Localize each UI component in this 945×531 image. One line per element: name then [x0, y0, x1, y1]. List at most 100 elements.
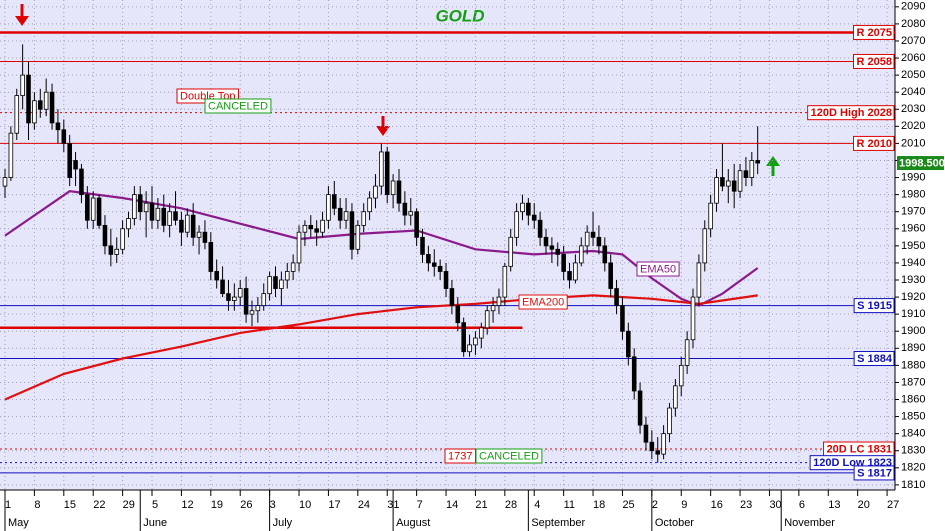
- x-tick-label: 19: [211, 499, 223, 511]
- candle-body: [90, 197, 96, 221]
- candle-body: [155, 207, 161, 221]
- x-tick-label: 18: [593, 499, 605, 511]
- x-tick-label: 10: [299, 499, 311, 511]
- candle-body: [596, 236, 602, 247]
- candle-body: [643, 424, 649, 443]
- candle-body: [343, 211, 349, 221]
- candle-body: [37, 100, 43, 110]
- candle-body: [284, 271, 290, 281]
- candle-body: [731, 180, 737, 192]
- x-tick-label: 16: [711, 499, 723, 511]
- candle-body: [355, 224, 361, 250]
- candle-body: [296, 231, 302, 264]
- candle-body: [202, 231, 208, 243]
- level-tag-label: 20D LC 1831: [827, 443, 892, 455]
- candle-body: [226, 293, 231, 301]
- level-tag: S 1884: [853, 351, 895, 367]
- candle-body: [220, 279, 225, 295]
- candle-body: [61, 129, 67, 144]
- candle-body: [602, 245, 608, 264]
- candle-body: [67, 143, 72, 178]
- month-label: September: [531, 517, 585, 529]
- candle-body: [561, 253, 566, 272]
- candle-body: [726, 180, 731, 187]
- candle-body: [555, 248, 561, 255]
- candle-body: [608, 262, 613, 289]
- candle-body: [714, 177, 719, 204]
- ema-tag-box: [636, 261, 680, 277]
- x-tick-label: 21: [475, 499, 487, 511]
- candle-body: [520, 202, 525, 213]
- candle-body: [437, 265, 443, 272]
- y-tick-label: 1930: [901, 274, 925, 286]
- candle-body: [267, 276, 272, 295]
- x-tick-label: 7: [417, 499, 423, 511]
- x-tick-label: 26: [240, 499, 252, 511]
- candle-body: [720, 177, 725, 187]
- candle-body: [137, 194, 143, 213]
- candle-body: [2, 177, 8, 187]
- candle-body: [614, 288, 619, 307]
- candle-body: [420, 236, 425, 255]
- arrow-down: [15, 4, 29, 26]
- x-tick-label: 23: [740, 499, 752, 511]
- candle-body: [26, 74, 31, 124]
- ema-tag-label: EMA200: [522, 296, 564, 308]
- candle-body: [279, 279, 284, 289]
- candle-body: [290, 262, 296, 272]
- x-tick-label: 22: [93, 499, 105, 511]
- candle-body: [179, 219, 184, 233]
- level-tag-box: [853, 53, 895, 69]
- level-tag-label: R 2010: [857, 138, 892, 150]
- level-tag-label: R 2075: [857, 27, 892, 39]
- candle-body: [261, 293, 267, 307]
- y-tick-label: 2010: [901, 137, 925, 149]
- x-tick-label: 28: [505, 499, 517, 511]
- y-tick-label: 1960: [901, 223, 925, 235]
- level-tag: S 1817: [853, 465, 895, 481]
- y-tick-label: 1840: [901, 428, 925, 440]
- level-tag-box: [807, 105, 895, 121]
- x-tick-label: 30: [769, 499, 781, 511]
- level-tag-label: S 1884: [857, 353, 893, 365]
- candle-body: [490, 305, 496, 312]
- y-tick-label: 1970: [901, 206, 925, 218]
- candle-body: [49, 91, 55, 124]
- x-tick-label: 25: [622, 499, 634, 511]
- x-tick-label: 3: [270, 499, 276, 511]
- x-tick-label: 4: [534, 499, 540, 511]
- month-label: June: [143, 517, 167, 529]
- candle-body: [308, 224, 314, 230]
- candle-body: [32, 100, 37, 124]
- level-tag: 20D LC 1831: [823, 441, 895, 457]
- x-tick-label: 14: [446, 499, 458, 511]
- x-tick-label: 11: [564, 499, 575, 511]
- candle-body: [620, 305, 625, 332]
- candle-body: [249, 310, 255, 315]
- x-tick-label: 29: [123, 499, 135, 511]
- candle-body: [173, 211, 178, 221]
- candle-body: [390, 180, 396, 196]
- y-tick-label: 2030: [901, 103, 925, 115]
- candle-body: [426, 253, 431, 264]
- candle-body: [302, 224, 308, 233]
- candle-body: [190, 214, 196, 238]
- y-tick-label: 2070: [901, 35, 925, 47]
- candle-body: [631, 356, 637, 392]
- candle-body: [661, 433, 666, 455]
- level-tag-label: R 2058: [857, 56, 892, 68]
- candle-body: [708, 202, 713, 230]
- candle-body: [8, 132, 14, 178]
- y-tick-label: 1860: [901, 393, 925, 405]
- candle-body: [320, 219, 325, 233]
- x-tick-label: 27: [887, 499, 899, 511]
- month-label: May: [8, 517, 29, 529]
- candle-body: [349, 211, 355, 250]
- price-tag-box: [897, 156, 944, 171]
- candle-body: [479, 327, 484, 339]
- candle-body: [367, 197, 372, 213]
- candle-body: [431, 262, 437, 267]
- candle-body: [14, 95, 20, 134]
- candle-body: [484, 310, 490, 329]
- y-tick-label: 2060: [901, 52, 925, 64]
